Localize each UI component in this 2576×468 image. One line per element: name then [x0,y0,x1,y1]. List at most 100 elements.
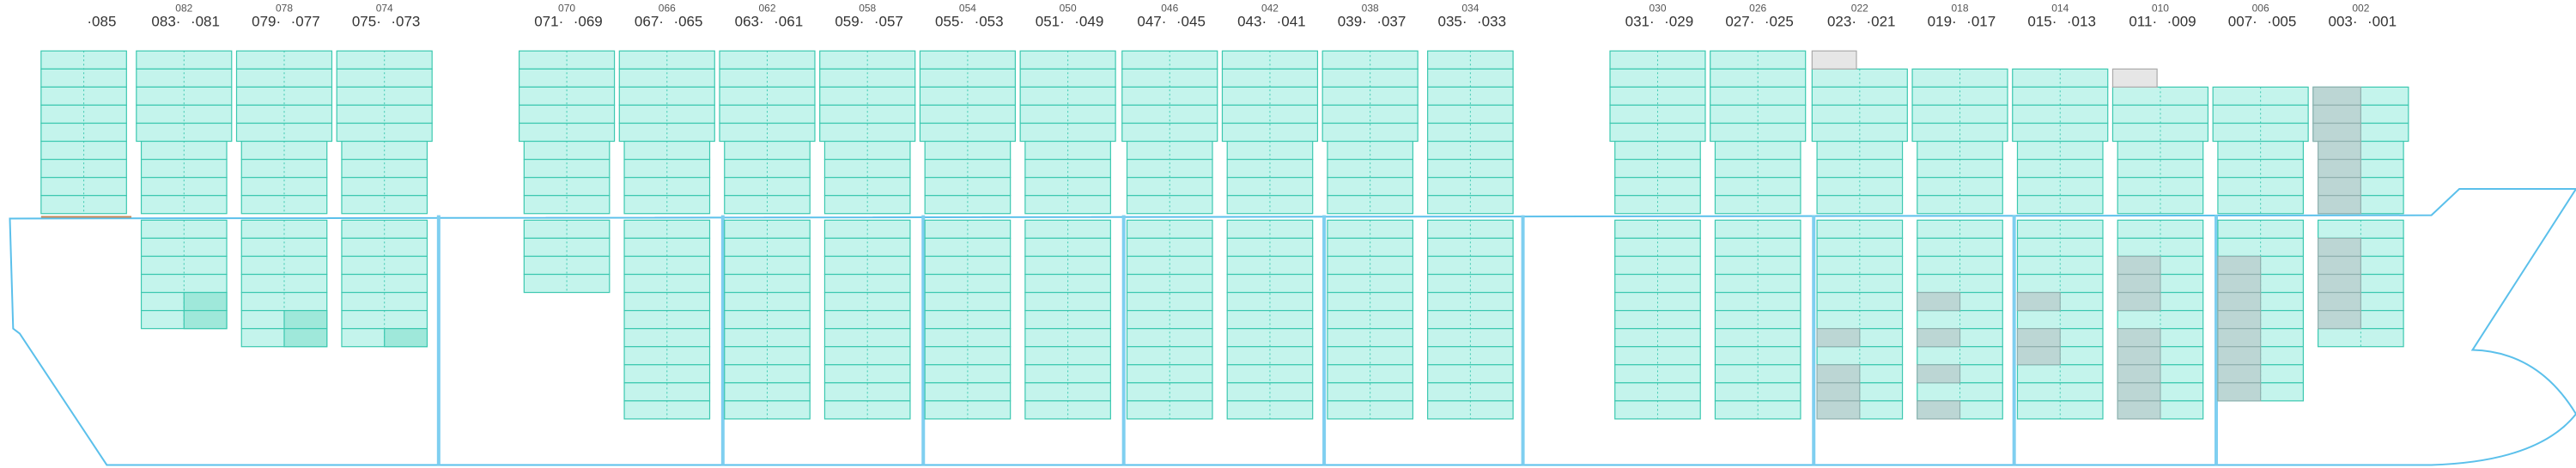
occupied-slot [2217,255,2262,276]
slot [618,122,715,143]
occupied-slot [2318,195,2361,215]
reserved-slot [2111,68,2158,88]
occupied-slot [1816,364,1861,384]
slot [819,122,916,143]
occupied-slot [2318,140,2361,161]
bay-label: ·081 [191,14,220,30]
slot [341,291,428,312]
occupied-slot [2117,364,2161,384]
bay-label: 063· [735,14,764,30]
bay-label: ·025 [1765,14,1794,30]
occupied-slot [2318,291,2361,312]
occupied-slot [1917,328,1961,348]
bay-label: 055· [935,14,964,30]
occupied-slot [2217,328,2262,348]
bay-label: 058 [859,2,876,14]
slot [518,122,616,143]
slot [1614,195,1701,215]
bay-label: 026 [1749,2,1766,14]
occupied-slot [2016,328,2061,348]
bay-label: 027· [1725,14,1754,30]
bay-label: 031· [1625,14,1655,30]
occupied-slot [1816,328,1861,348]
slot [523,195,611,215]
bay-label: 067· [635,14,664,30]
occupied-slot [2318,177,2361,197]
bay-label: 074 [376,2,393,14]
slot [136,122,233,143]
selected-slot [283,310,328,330]
slot [2016,382,2104,402]
slot [1321,122,1419,143]
occupied-slot [1917,364,1961,384]
slot [240,195,328,215]
bay-label: ·053 [975,14,1004,30]
bay-label: 059· [835,14,864,30]
slot [1427,382,1514,402]
selected-slot [384,328,428,348]
bay-label: 070 [558,2,575,14]
occupied-slot [1816,400,1861,420]
bay-label: 018 [1952,2,1969,14]
bay-label: 066 [659,2,676,14]
bay-label: ·049 [1074,14,1103,30]
bay-label: 019· [1928,14,1957,30]
slot [2016,140,2104,161]
bay-label: ·013 [2067,14,2096,30]
slot [1226,291,1314,312]
bay-label: 082 [175,2,192,14]
slot [719,122,816,143]
reserved-slot [1811,50,1857,70]
bay-label: ·065 [673,14,702,30]
bay-label: ·041 [1277,14,1306,30]
slot [1126,291,1213,312]
occupied-slot [2312,122,2361,143]
occupied-slot [2117,382,2161,402]
slot [2217,158,2304,179]
bay-label: 014 [2051,2,2069,14]
bay-label: 078 [276,2,293,14]
slot [1714,382,1801,402]
slot [823,291,911,312]
slot [40,122,127,143]
slot [336,122,433,143]
slot [924,195,1012,215]
bay-label: 046 [1161,2,1178,14]
bay-label: 034 [1461,2,1479,14]
occupied-slot [2217,346,2262,366]
slot [1614,291,1701,312]
bay-label: 043· [1237,14,1267,30]
bay-label: 003· [2329,14,2358,30]
occupied-slot [2217,382,2262,402]
occupied-slot [2318,255,2361,276]
slot [823,382,911,402]
bay-label: 083· [151,14,180,30]
bay-label: 006 [2252,2,2269,14]
slot [1427,122,1514,143]
occupied-slot [2217,310,2262,330]
occupied-slot [1917,291,1961,312]
bay-label: 015· [2027,14,2057,30]
slot [1917,140,2003,161]
bay-label: ·073 [391,14,420,30]
bay-label: 011· [2129,14,2157,30]
occupied-slot [1816,382,1861,402]
bay-label: ·045 [1176,14,1206,30]
bay-label: 010 [2152,2,2169,14]
occupied-slot [2217,273,2262,294]
slot [1019,122,1116,143]
bay-label: 030 [1649,2,1666,14]
bay-label: ·077 [291,14,320,30]
slot [1714,291,1801,312]
selected-slot [283,328,328,348]
occupied-slot [2016,346,2061,366]
bay-label: 050 [1060,2,1077,14]
occupied-slot [2117,255,2161,276]
slot [2016,195,2104,215]
slot [1917,382,2003,402]
bay-label: 047· [1137,14,1166,30]
occupied-slot [2318,273,2361,294]
slot [235,122,333,143]
